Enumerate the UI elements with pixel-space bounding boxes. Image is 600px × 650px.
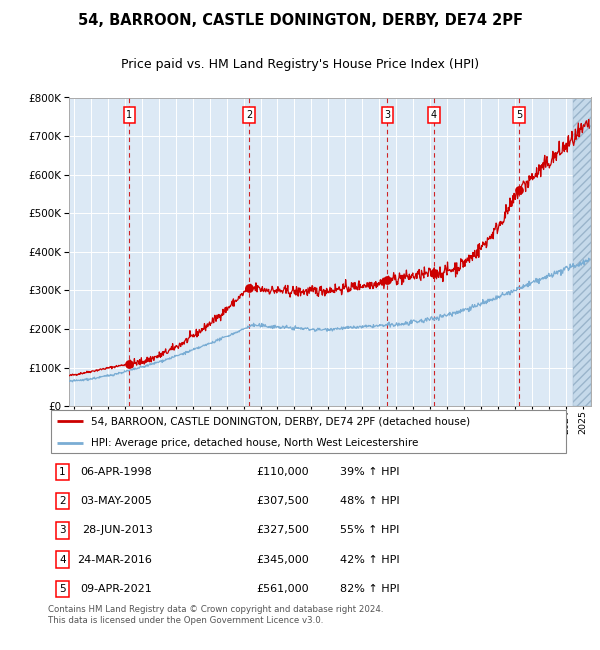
Text: 2: 2: [246, 110, 252, 120]
Text: 4: 4: [431, 110, 437, 120]
Text: 1: 1: [126, 110, 133, 120]
Point: [244, 282, 254, 293]
Text: Contains HM Land Registry data © Crown copyright and database right 2024.
This d: Contains HM Land Registry data © Crown c…: [48, 605, 383, 625]
Text: 82% ↑ HPI: 82% ↑ HPI: [340, 584, 400, 593]
Text: 54, BARROON, CASTLE DONINGTON, DERBY, DE74 2PF (detached house): 54, BARROON, CASTLE DONINGTON, DERBY, DE…: [91, 416, 470, 426]
Text: 3: 3: [385, 110, 391, 120]
Text: 4: 4: [59, 554, 66, 564]
Text: 39% ↑ HPI: 39% ↑ HPI: [340, 467, 400, 477]
Text: 1: 1: [59, 467, 66, 477]
Text: 5: 5: [59, 584, 66, 593]
Text: 42% ↑ HPI: 42% ↑ HPI: [340, 554, 400, 564]
Point: [515, 185, 524, 195]
Text: HPI: Average price, detached house, North West Leicestershire: HPI: Average price, detached house, Nort…: [91, 438, 418, 448]
Text: 28-JUN-2013: 28-JUN-2013: [82, 525, 152, 536]
Text: £307,500: £307,500: [256, 497, 309, 506]
Text: 06-APR-1998: 06-APR-1998: [80, 467, 152, 477]
Text: Price paid vs. HM Land Registry's House Price Index (HPI): Price paid vs. HM Land Registry's House …: [121, 58, 479, 71]
Text: £345,000: £345,000: [256, 554, 309, 564]
Text: £110,000: £110,000: [256, 467, 309, 477]
Point: [125, 359, 134, 369]
Text: £561,000: £561,000: [256, 584, 309, 593]
Text: 48% ↑ HPI: 48% ↑ HPI: [340, 497, 400, 506]
Text: 03-MAY-2005: 03-MAY-2005: [80, 497, 152, 506]
Text: £327,500: £327,500: [256, 525, 309, 536]
Text: 24-MAR-2016: 24-MAR-2016: [77, 554, 152, 564]
Text: 55% ↑ HPI: 55% ↑ HPI: [340, 525, 400, 536]
Text: 2: 2: [59, 497, 66, 506]
Text: 5: 5: [516, 110, 523, 120]
Point: [383, 275, 392, 285]
FancyBboxPatch shape: [50, 410, 566, 453]
Text: 54, BARROON, CASTLE DONINGTON, DERBY, DE74 2PF: 54, BARROON, CASTLE DONINGTON, DERBY, DE…: [77, 13, 523, 28]
Text: 3: 3: [59, 525, 66, 536]
Point: [429, 268, 439, 278]
Text: 09-APR-2021: 09-APR-2021: [80, 584, 152, 593]
